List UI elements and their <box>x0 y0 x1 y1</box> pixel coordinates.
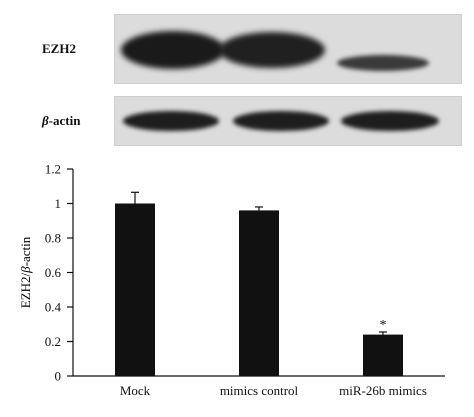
bactin-band-mir26b-mimics <box>341 111 439 131</box>
bar-chart: 0 0.2 0.4 0.6 0.8 1 1.2 Mock mimics control miR-… <box>18 162 445 398</box>
y-tick-label: 0.2 <box>45 334 61 349</box>
bactin-label: β-actin <box>42 113 80 129</box>
bactin-band-mock <box>123 111 219 131</box>
bactin-blot-row: β-actin <box>0 96 474 146</box>
bactin-beta: β <box>42 113 49 128</box>
bactin-suffix: -actin <box>48 113 81 128</box>
y-axis: 0 0.2 0.4 0.6 0.8 1 1.2 <box>45 162 74 384</box>
y-axis-label: EZH2/β-actin <box>18 236 33 308</box>
y-label-prefix: EZH2/ <box>18 272 33 308</box>
ezh2-label: EZH2 <box>42 41 76 56</box>
significance-marker: * <box>380 318 387 333</box>
bar <box>239 210 279 376</box>
y-tick-label: 1 <box>55 196 62 211</box>
y-tick-label: 0.6 <box>45 265 62 280</box>
ezh2-blot-row: EZH2 <box>0 14 474 84</box>
y-tick-label: 0 <box>55 369 62 384</box>
ezh2-band-mock <box>121 31 225 69</box>
y-label-suffix: -actin <box>18 236 33 266</box>
x-tick-label: mimics control <box>220 383 299 398</box>
y-tick-label: 0.8 <box>45 231 61 246</box>
bar <box>363 334 403 376</box>
x-axis: Mock mimics control miR-26b mimics <box>73 375 445 398</box>
bars: * <box>115 191 403 376</box>
y-label-beta: β <box>18 266 33 274</box>
ezh2-blot-image <box>114 14 462 84</box>
bactin-blot-image <box>114 96 462 146</box>
ezh2-band-mimics-control <box>219 32 325 68</box>
y-tick-label: 0.4 <box>45 300 62 315</box>
ezh2-band-mir26b-mimics <box>337 55 429 71</box>
bar <box>115 203 155 376</box>
x-tick-label: Mock <box>120 383 151 398</box>
y-tick-label: 1.2 <box>45 162 61 177</box>
x-tick-label: miR-26b mimics <box>339 383 427 398</box>
bactin-band-mimics-control <box>233 111 329 131</box>
